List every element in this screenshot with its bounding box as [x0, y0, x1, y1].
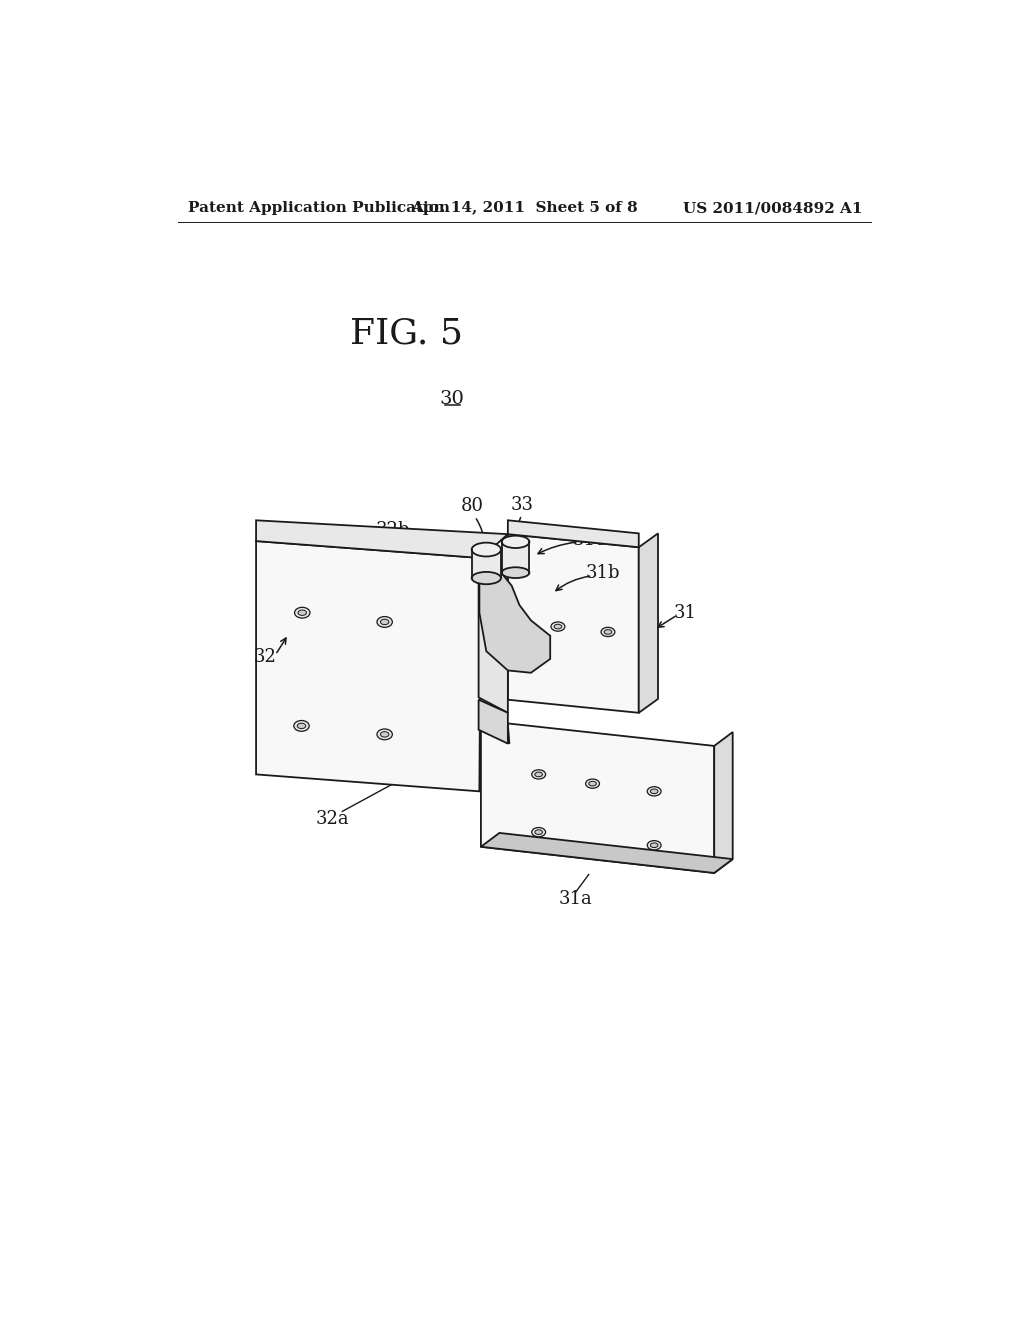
Ellipse shape	[601, 627, 614, 636]
Ellipse shape	[535, 830, 543, 834]
Polygon shape	[508, 535, 639, 713]
Polygon shape	[502, 543, 529, 573]
Ellipse shape	[551, 622, 565, 631]
Ellipse shape	[647, 787, 662, 796]
Ellipse shape	[647, 841, 662, 850]
Text: 31c: 31c	[572, 531, 606, 549]
Text: 80: 80	[461, 498, 484, 515]
Text: 32b: 32b	[375, 520, 410, 539]
Text: Patent Application Publication: Patent Application Publication	[188, 202, 451, 215]
Text: 32: 32	[254, 648, 276, 667]
Text: 31: 31	[674, 603, 696, 622]
Polygon shape	[714, 733, 733, 873]
Polygon shape	[472, 549, 501, 578]
Text: 32a: 32a	[315, 810, 349, 828]
Polygon shape	[481, 721, 714, 873]
Ellipse shape	[535, 772, 543, 776]
Ellipse shape	[377, 616, 392, 627]
Polygon shape	[256, 541, 481, 792]
Ellipse shape	[294, 721, 309, 731]
Ellipse shape	[298, 610, 306, 615]
Ellipse shape	[589, 781, 596, 785]
Ellipse shape	[297, 723, 306, 729]
Ellipse shape	[377, 729, 392, 739]
Ellipse shape	[604, 630, 611, 635]
Ellipse shape	[502, 568, 529, 578]
Polygon shape	[508, 520, 639, 548]
Text: 30: 30	[440, 389, 465, 408]
Ellipse shape	[586, 779, 599, 788]
Ellipse shape	[295, 607, 310, 618]
Polygon shape	[479, 574, 550, 673]
Polygon shape	[639, 533, 658, 713]
Ellipse shape	[381, 731, 389, 737]
Polygon shape	[481, 833, 733, 873]
Text: FIG. 5: FIG. 5	[350, 317, 463, 351]
Ellipse shape	[650, 789, 658, 793]
Ellipse shape	[472, 543, 501, 557]
Text: 31a: 31a	[559, 890, 593, 908]
Text: 33: 33	[510, 496, 534, 513]
Ellipse shape	[531, 770, 546, 779]
Text: Apr. 14, 2011  Sheet 5 of 8: Apr. 14, 2011 Sheet 5 of 8	[412, 202, 638, 215]
Polygon shape	[478, 700, 508, 743]
Polygon shape	[478, 558, 508, 713]
Text: 31b: 31b	[586, 564, 621, 582]
Text: US 2011/0084892 A1: US 2011/0084892 A1	[683, 202, 862, 215]
Polygon shape	[256, 520, 508, 558]
Ellipse shape	[472, 572, 501, 585]
Polygon shape	[481, 711, 509, 743]
Ellipse shape	[554, 624, 562, 628]
Ellipse shape	[502, 536, 529, 548]
Ellipse shape	[650, 843, 658, 847]
Ellipse shape	[531, 828, 546, 837]
Ellipse shape	[381, 619, 389, 624]
